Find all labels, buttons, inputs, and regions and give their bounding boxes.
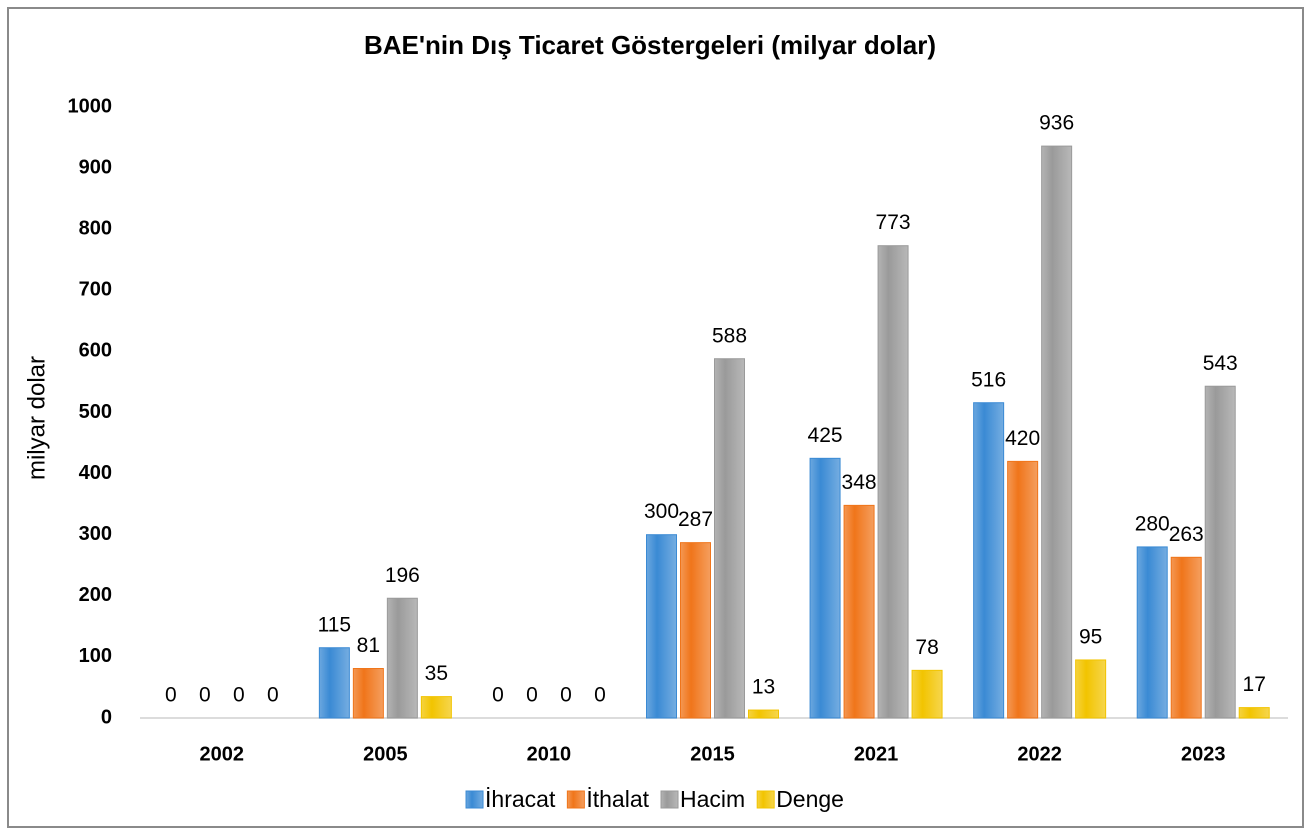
legend-label: Denge (776, 786, 844, 812)
value-label: 300 (644, 500, 679, 523)
y-tick-label: 0 (101, 706, 112, 728)
y-tick-label: 1000 (68, 95, 113, 117)
value-label: 17 (1243, 673, 1266, 696)
value-label: 348 (842, 471, 877, 494)
bar (1075, 659, 1107, 719)
bar (420, 696, 452, 719)
bar (1204, 385, 1236, 719)
bar (1007, 460, 1039, 719)
x-tick-label: 2022 (1017, 743, 1062, 765)
value-label: 287 (678, 508, 713, 531)
legend-label: İthalat (586, 786, 649, 812)
x-tick-label: 2005 (363, 743, 408, 765)
value-label: 516 (971, 368, 1006, 391)
value-label: 0 (594, 684, 606, 707)
bar (911, 669, 943, 719)
x-tick-label: 2021 (854, 743, 899, 765)
bar (843, 504, 875, 719)
legend-swatch (756, 790, 775, 809)
bar (1041, 145, 1073, 719)
y-tick-label: 300 (79, 523, 112, 545)
bar (680, 542, 711, 719)
bar (714, 358, 745, 719)
bar (748, 709, 779, 719)
bar (973, 402, 1005, 719)
bar (877, 245, 909, 719)
legend-label: Hacim (680, 786, 745, 812)
value-label: 95 (1079, 626, 1102, 649)
x-tick-label: 2010 (527, 743, 572, 765)
value-label: 0 (267, 684, 279, 707)
value-label: 0 (526, 684, 538, 707)
y-tick-label: 600 (79, 340, 112, 362)
bar (809, 457, 841, 719)
value-label: 78 (915, 636, 938, 659)
value-label: 936 (1039, 112, 1074, 135)
y-tick-label: 700 (79, 279, 112, 301)
bar (352, 668, 384, 719)
value-label: 0 (560, 684, 572, 707)
y-axis-label: milyar dolar (23, 356, 50, 480)
bar (386, 597, 418, 719)
value-label: 115 (318, 613, 351, 636)
bar (1170, 556, 1202, 719)
bar (1136, 546, 1168, 719)
value-label: 35 (425, 662, 448, 685)
value-label: 196 (385, 564, 420, 587)
value-label: 81 (357, 634, 380, 657)
value-label: 0 (492, 684, 504, 707)
bar (318, 647, 350, 719)
chart-title: BAE'nin Dış Ticaret Göstergeleri (milyar… (364, 30, 936, 60)
x-tick-label: 2023 (1181, 743, 1226, 765)
y-tick-label: 100 (79, 645, 112, 667)
legend: İhracat İthalat Hacim Denge (465, 786, 844, 812)
y-tick-label: 500 (79, 401, 112, 423)
value-label: 0 (165, 684, 177, 707)
value-label: 543 (1203, 352, 1238, 375)
value-label: 13 (752, 676, 775, 699)
x-tick-label: 2002 (200, 743, 245, 765)
y-tick-label: 800 (79, 217, 112, 239)
y-tick-label: 400 (79, 462, 112, 484)
value-label: 773 (876, 211, 911, 234)
value-label: 425 (808, 424, 843, 447)
legend-label: İhracat (485, 786, 556, 812)
legend-swatch (465, 790, 484, 809)
value-label: 588 (712, 324, 747, 347)
legend-swatch (660, 790, 679, 809)
y-tick-label: 900 (79, 156, 112, 178)
x-tick-label: 2015 (690, 743, 735, 765)
value-label: 263 (1169, 523, 1204, 546)
value-label: 280 (1135, 512, 1170, 535)
bar (1238, 707, 1270, 719)
legend-swatch (566, 790, 585, 809)
bar (646, 534, 677, 719)
value-label: 420 (1005, 427, 1040, 450)
value-label: 0 (199, 684, 211, 707)
value-label: 0 (233, 684, 245, 707)
y-tick-label: 200 (79, 584, 112, 606)
